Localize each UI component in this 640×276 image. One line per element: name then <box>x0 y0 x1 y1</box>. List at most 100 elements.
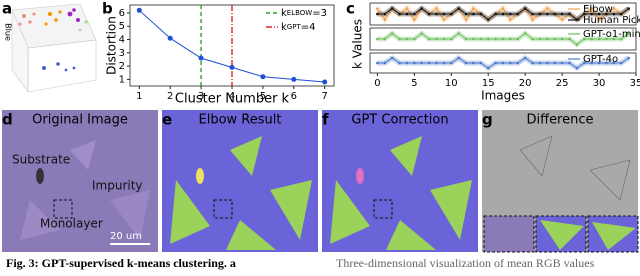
y-axis-label: Distortion <box>105 16 119 75</box>
legend-label: GPT-o1-mini <box>583 29 640 40</box>
point <box>479 61 483 65</box>
point <box>464 12 468 16</box>
panel-label: d <box>2 111 13 129</box>
point <box>501 37 505 41</box>
point <box>546 12 549 16</box>
point <box>546 7 549 10</box>
x-tick-label: 4 <box>229 91 235 102</box>
point <box>523 56 527 60</box>
panel-label: g <box>482 111 493 129</box>
point <box>560 37 564 41</box>
y-tick-label: 2 <box>119 61 125 72</box>
point <box>590 37 593 41</box>
point <box>516 37 520 41</box>
annotation: Substrate <box>12 153 70 167</box>
point <box>605 37 608 41</box>
point <box>486 18 490 21</box>
point <box>322 79 328 85</box>
point <box>486 37 490 41</box>
y-tick-label: 6 <box>119 8 125 19</box>
point <box>575 43 579 46</box>
plot-frame <box>369 52 637 74</box>
annotation: 20 um <box>110 231 142 242</box>
point <box>575 66 579 70</box>
point <box>568 37 571 41</box>
point <box>560 12 564 16</box>
axis-label: Blue <box>4 23 13 41</box>
point <box>516 12 520 16</box>
image-elbow <box>162 110 318 252</box>
x-axis-label: Cluster Number k <box>175 92 290 107</box>
image-original <box>2 110 158 252</box>
point <box>501 12 505 16</box>
y-tick-label: 3 <box>119 48 125 59</box>
point <box>538 61 542 65</box>
point <box>538 37 542 41</box>
point <box>531 61 534 65</box>
point <box>597 61 601 65</box>
point <box>582 12 586 16</box>
point <box>619 37 623 41</box>
point <box>420 61 424 65</box>
point <box>383 18 387 21</box>
point <box>472 7 475 10</box>
y-tick-label: 5 <box>119 21 125 32</box>
point <box>619 61 623 65</box>
panel-label: f <box>322 111 329 129</box>
point <box>509 18 512 21</box>
legend-label-part: ELBOW <box>287 9 313 17</box>
image-title: GPT Correction <box>351 113 448 128</box>
panel-label: c <box>346 0 355 18</box>
point <box>405 7 409 10</box>
point <box>398 37 401 41</box>
legend-label: Human Pick <box>583 15 640 26</box>
point <box>479 37 483 41</box>
point <box>582 61 586 65</box>
point <box>291 76 297 82</box>
point <box>501 7 505 10</box>
image-difference <box>482 110 639 253</box>
point <box>457 32 460 35</box>
legend-label-part: GPT <box>287 23 302 31</box>
x-tick-label: 7 <box>322 91 328 102</box>
point <box>546 37 549 41</box>
point <box>523 7 527 10</box>
legend-label: kGPT=4 <box>281 22 315 33</box>
point <box>612 37 616 41</box>
x-tick-label: 30 <box>593 78 606 89</box>
scatter-3d-illustration <box>11 3 97 93</box>
point <box>597 18 601 21</box>
x-tick-label: 6 <box>291 91 297 102</box>
point <box>383 12 387 16</box>
point <box>553 61 557 65</box>
point <box>413 37 416 41</box>
point <box>612 7 616 10</box>
point <box>568 61 571 65</box>
point <box>413 61 416 65</box>
point <box>597 12 601 16</box>
point <box>405 12 409 16</box>
point <box>509 12 512 16</box>
x-tick-label: 1 <box>136 91 142 102</box>
point <box>413 12 416 16</box>
point <box>509 37 512 41</box>
point <box>590 12 593 16</box>
legend-label: Elbow <box>583 4 613 15</box>
image-title: Difference <box>526 113 593 128</box>
point <box>457 7 460 10</box>
point <box>560 18 564 21</box>
point <box>619 12 623 16</box>
point <box>560 61 564 65</box>
point <box>612 61 616 65</box>
point <box>442 12 446 16</box>
point <box>605 61 608 65</box>
x-tick-label: 5 <box>260 91 266 102</box>
point <box>427 37 431 41</box>
point <box>435 7 438 10</box>
x-tick-label: 5 <box>411 78 417 89</box>
point <box>198 55 204 61</box>
point <box>136 7 142 13</box>
x-tick-label: 20 <box>519 78 532 89</box>
